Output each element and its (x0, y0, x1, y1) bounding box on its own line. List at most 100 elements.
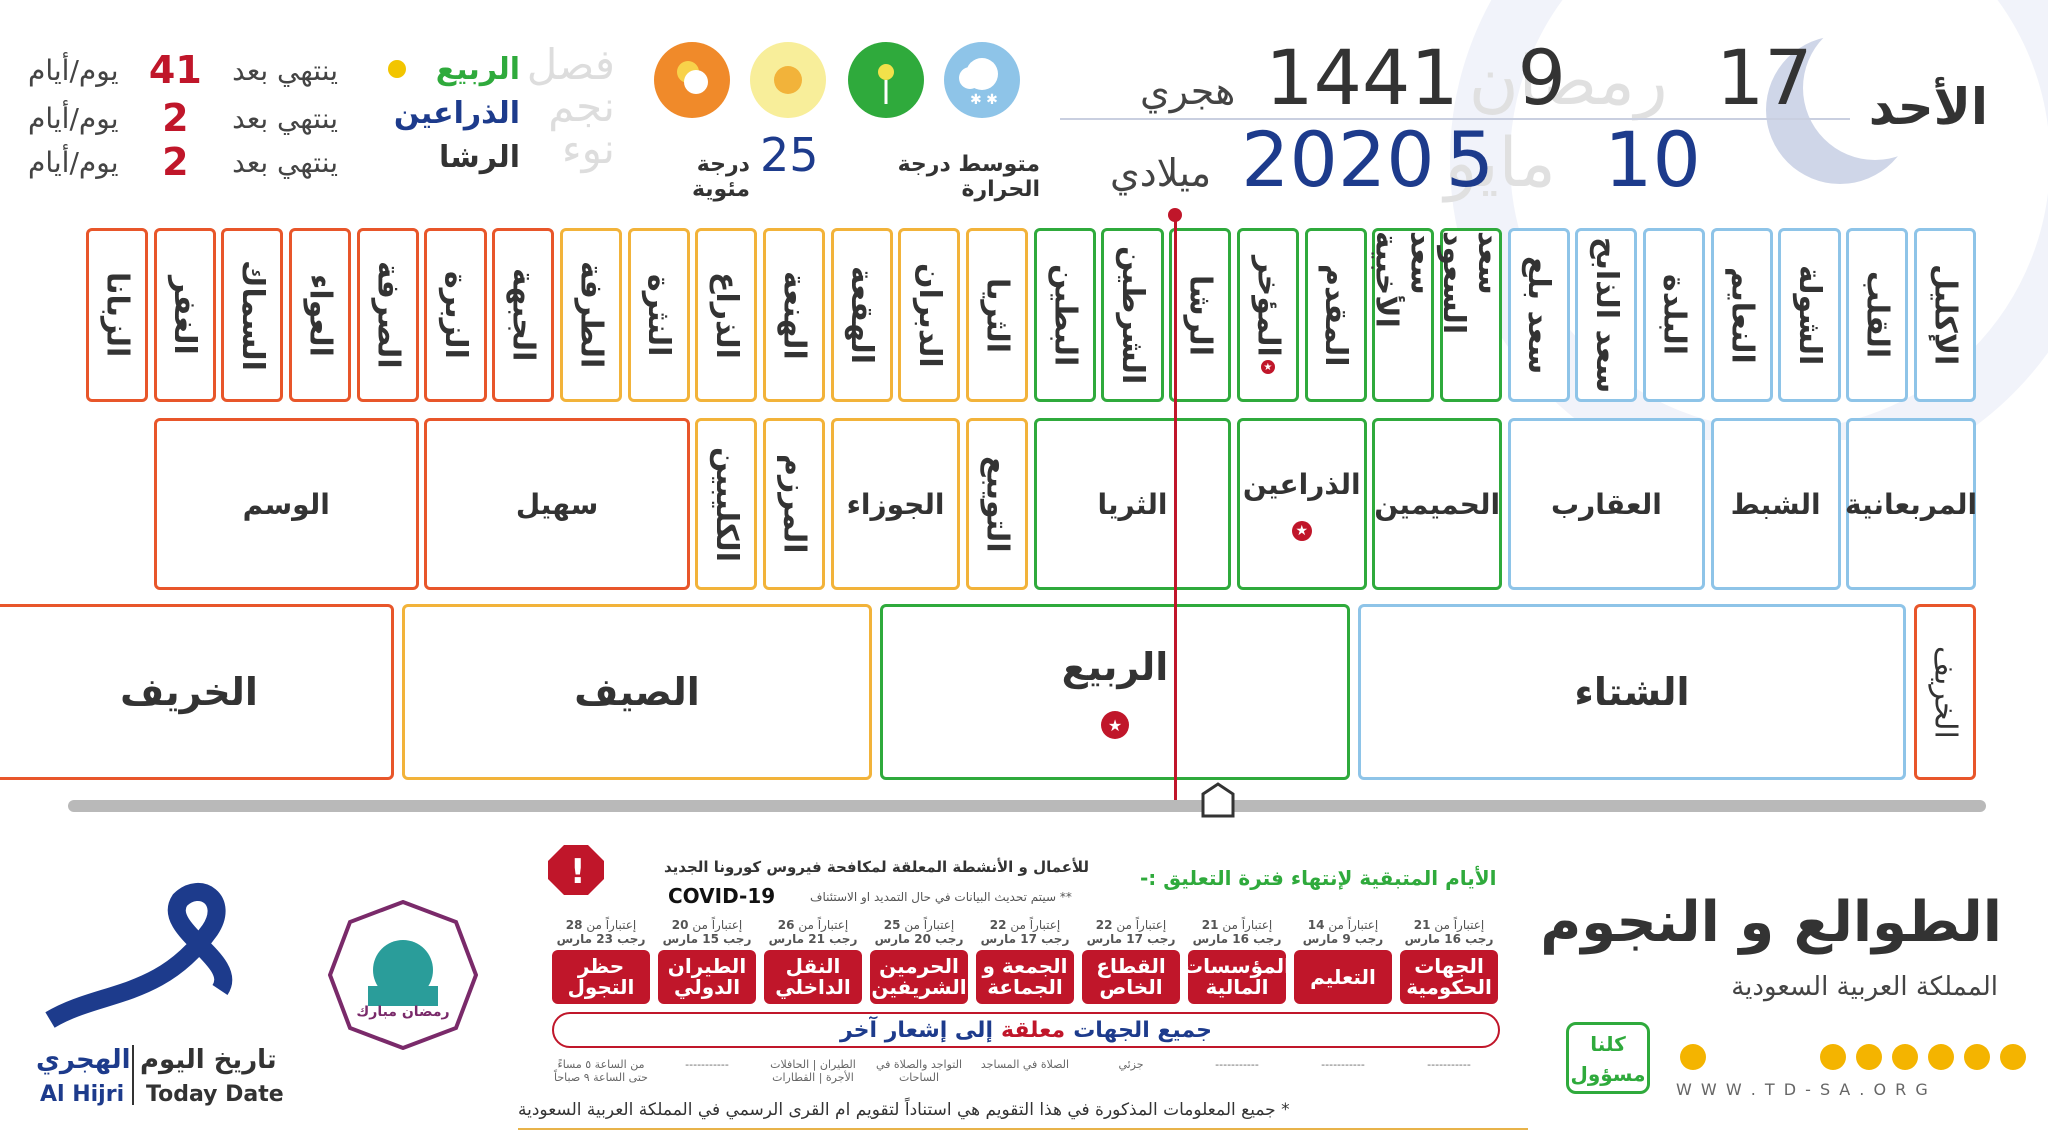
suspended-sector: النقل الداخلي (764, 950, 862, 1004)
star-cell: البلدة (1643, 228, 1706, 402)
suspension-note: الطيران | الحافلات الأجرة | القطارات (770, 1058, 856, 1085)
snapchat-icon[interactable] (1964, 1044, 1990, 1070)
cell-label: العقارب (1550, 487, 1662, 521)
cell-label: الشولة (1791, 264, 1827, 366)
suspension-date: إعتباراً من 21 رجب 16 مارس (1188, 918, 1286, 947)
banner-suffix: إلى إشعار آخر (840, 1017, 993, 1043)
cell-label: سعد بلع (1521, 255, 1557, 375)
nuju-cell: المرزم (762, 418, 826, 590)
info-value-season: الربيع (435, 52, 520, 87)
gregorian-month-num: 5 (1445, 115, 1495, 204)
cell-label: الهنعة (776, 270, 812, 360)
kulluna-masool-logo: كلنا مسؤول (1566, 1022, 1650, 1094)
cell-label: الإكليل (1927, 264, 1963, 366)
hijri-label: هجري (1140, 69, 1236, 113)
cell-label: الحميمين (1374, 487, 1501, 521)
star-cell: الدبران (898, 228, 961, 402)
from-label: إعتباراً من (798, 918, 849, 932)
suspension-note: ----------- (1427, 1058, 1471, 1071)
cell-label: الدبران (911, 262, 947, 368)
nuju-cell: المربعانية (1845, 418, 1978, 590)
star-cell: النعايم (1710, 228, 1773, 402)
current-position-line (1174, 210, 1177, 800)
cell-label: المربعانية (1845, 487, 1978, 521)
star-cell: سعد السعود (1436, 228, 1506, 402)
cell-label: الشبط (1730, 487, 1821, 521)
star-cell: القلب (1846, 228, 1909, 402)
timeline-track[interactable] (68, 800, 1986, 812)
cell-label: النعايم (1724, 266, 1760, 364)
info-row-prefix: ينتهي بعد (232, 145, 338, 179)
suspended-sector: الجمعة و الجماعة (976, 950, 1074, 1004)
nuju-cell: الحميمين (1372, 418, 1503, 590)
info-row-1: ينتهي بعد 41 يوم/أيام (28, 48, 338, 92)
telegram-icon[interactable] (1856, 1044, 1882, 1070)
cell-label: الوسم (242, 487, 330, 521)
from-label: إعتباراً من (904, 918, 955, 932)
info-labels: فصل نجم نوء (525, 44, 615, 170)
sms-icon[interactable] (1820, 1044, 1846, 1070)
from-label: إعتباراً من (692, 918, 743, 932)
hijri-month-ghost: رمضان (1468, 42, 1668, 121)
star-cell: المؤخر ★ (1236, 228, 1299, 402)
logo-hijri-ar: الهجري (36, 1045, 131, 1075)
star-cell: الذراع (695, 228, 758, 402)
season-cell: الخريف (0, 604, 394, 780)
nuju-cell: سهيل (424, 418, 690, 590)
suspended-sector: المؤسسات المالية (1183, 950, 1291, 1004)
cell-label: النثرة (641, 273, 677, 357)
cell-label: العواء (302, 273, 338, 357)
cell-label: المرزم (776, 454, 812, 554)
star-cell: سعد الأخبية (1368, 228, 1438, 402)
nuju-cell: العقارب (1507, 418, 1706, 590)
info-values: الربيع الذراعين الرشا (360, 48, 520, 180)
footnote: * جميع المعلومات المذكورة في هذا التقويم… (518, 1100, 1290, 1120)
suspension-banner: جميع الجهات معلقة إلى إشعار آخر (552, 1012, 1500, 1048)
instagram-icon[interactable] (1928, 1044, 1954, 1070)
hijri-date: هجري 1441 رمضان 9 17 (1140, 40, 1813, 116)
cell-label: الشتاء (1574, 670, 1690, 714)
star-cell: سعد الذابح (1575, 228, 1638, 402)
cell-label: التويبع (979, 455, 1015, 553)
star-cell: الإكليل (1913, 228, 1976, 402)
star-cell: السماك (221, 228, 284, 402)
star-cell: الطرفة (559, 228, 622, 402)
timeline-thumb[interactable] (1201, 782, 1235, 818)
covid-note: ** سيتم تحديث البيانات في حال التمديد او… (810, 890, 1072, 904)
date-value: 21 رجب 16 مارس (1404, 918, 1494, 947)
snow-cloud-icon: ✱ ✱ (944, 42, 1020, 118)
season-cell: الربيع ★ (880, 604, 1350, 780)
date-value: 25 رجب 20 مارس (874, 918, 964, 947)
flower-icon (848, 42, 924, 118)
hijri-month-num: 9 (1517, 33, 1566, 122)
star-cell: البطين (1033, 228, 1096, 402)
date-value: 22 رجب 17 مارس (980, 918, 1070, 947)
whatsapp-icon[interactable] (1680, 1044, 1706, 1070)
logo-today-ar: تاريخ اليوم (140, 1045, 277, 1075)
date-divider (1060, 118, 1850, 120)
al-hijri-logo-mark (40, 870, 260, 1030)
suspension-note: ----------- (1321, 1058, 1365, 1071)
date-value: 26 رجب 21 مارس (768, 918, 858, 947)
facebook-icon[interactable] (1892, 1044, 1918, 1070)
info-label-season: فصل (526, 40, 615, 89)
star-cell: النثرة (627, 228, 690, 402)
ramadan-text: رمضان مبارك (356, 1004, 450, 1020)
hijri-day: 17 (1715, 33, 1813, 122)
cell-label: الطرفة (573, 261, 609, 369)
info-row-2: ينتهي بعد 2 يوم/أيام (28, 96, 338, 140)
cell-label: الخريف (120, 670, 258, 714)
info-row-suffix: يوم/أيام (28, 101, 119, 135)
svg-text:✱ ✱: ✱ ✱ (970, 92, 998, 108)
current-position-dot (1168, 208, 1182, 222)
suspension-note: الصلاة في المساجد (980, 1058, 1070, 1071)
nuju-cell: الوسم (153, 418, 419, 590)
website: W W W . T D - S A . O R G (1676, 1080, 1930, 1099)
suspended-sector: حظر التجول (552, 950, 650, 1004)
ramadan-badge: رمضان مبارك (327, 899, 479, 1051)
star-marker-icon: ★ (1101, 711, 1129, 739)
cell-label: الذراع (708, 271, 744, 359)
twitter-icon[interactable] (2000, 1044, 2026, 1070)
star-cell: الجبهة (492, 228, 555, 402)
suspended-sector: الجهات الحكومية (1400, 950, 1498, 1004)
